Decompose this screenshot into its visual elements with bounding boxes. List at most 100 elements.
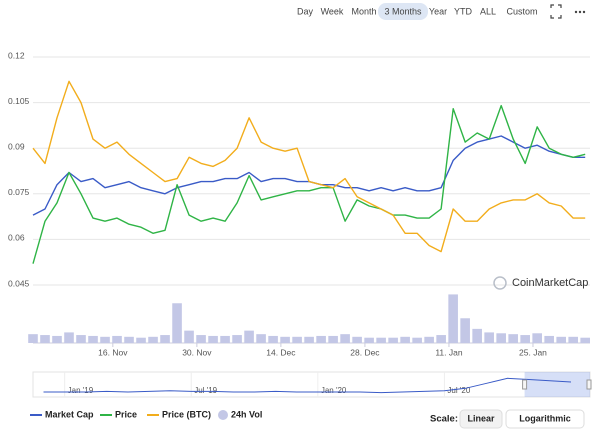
navigator-handle[interactable] [586, 379, 592, 390]
y-tick-label: 0.075 [8, 187, 30, 197]
volume-bar [148, 336, 158, 343]
volume-bar [40, 335, 50, 343]
y-tick-label: 0.12 [8, 50, 25, 60]
x-tick-label: 25. Jan [519, 347, 547, 357]
volume-bar [484, 332, 494, 343]
volume-bar [388, 337, 398, 343]
volume-bar [244, 330, 254, 343]
scale-button [505, 409, 585, 429]
y-tick-label: 0.09 [8, 141, 25, 151]
volume-bar [208, 335, 218, 343]
fullscreen-icon[interactable] [550, 4, 562, 19]
more-dot[interactable] [574, 10, 578, 14]
volume-bar [400, 336, 410, 343]
volume-bar [280, 336, 290, 343]
y-tick-label: 0.06 [8, 233, 25, 243]
more-dot[interactable] [582, 10, 586, 14]
range-button[interactable]: Year [429, 6, 447, 16]
volume-bar [268, 335, 278, 343]
volume-bar [316, 335, 326, 343]
legend-symbol [218, 410, 228, 420]
volume-bar [64, 332, 74, 343]
navigator-label: Jul '19 [194, 386, 217, 395]
volume-bar [520, 335, 530, 343]
volume-bar [460, 318, 470, 343]
volume-bar [172, 303, 182, 343]
x-tick-label: 16. Nov [98, 347, 128, 357]
more-dot[interactable] [578, 10, 582, 14]
volume-bar [184, 330, 194, 343]
legend-label: Price [115, 409, 137, 419]
x-tick-label: 11. Jan [435, 347, 463, 357]
navigator-label: Jan '19 [68, 386, 94, 395]
volume-bar [532, 333, 542, 343]
volume-bar [424, 336, 434, 343]
volume-bar [448, 294, 458, 343]
volume-bar [52, 335, 62, 343]
legend-item[interactable]: 24h Vol [218, 409, 262, 420]
volume-bar [436, 335, 446, 343]
legend-item[interactable]: Price [100, 409, 137, 419]
range-button[interactable]: Day [297, 6, 314, 16]
y-tick-label: 0.045 [8, 278, 30, 288]
volume-bar [304, 336, 314, 343]
volume-bar [196, 335, 206, 343]
volume-bar [160, 335, 170, 343]
navigator-frame [32, 371, 591, 398]
legend-label: 24h Vol [231, 409, 262, 419]
legend-label: Market Cap [45, 409, 94, 419]
navigator-line [43, 377, 572, 394]
scale-option-label: Linear [467, 413, 495, 423]
volume-bar [136, 337, 146, 343]
series-line [32, 80, 586, 253]
legend-item[interactable]: Market Cap [30, 409, 94, 419]
watermark: CoinMarketCap [512, 277, 588, 289]
volume-bar [364, 337, 374, 343]
range-button[interactable]: Week [321, 6, 344, 16]
series-line [32, 104, 586, 264]
legend-item[interactable]: Price (BTC) [147, 409, 211, 419]
volume-bar [496, 333, 506, 343]
volume-bar [352, 336, 362, 343]
volume-bar [556, 336, 566, 343]
navigator-label: Jul '20 [447, 386, 470, 395]
scale-option-label: Logarithmic [519, 413, 571, 423]
volume-bar [124, 336, 134, 343]
volume-bar [544, 335, 554, 343]
x-tick-label: 14. Dec [266, 347, 296, 357]
volume-bar [508, 334, 518, 343]
range-button[interactable]: 3 Months [384, 6, 422, 16]
scale-option[interactable]: Linear [459, 409, 503, 429]
range-button[interactable]: Month [351, 6, 376, 16]
volume-bar [76, 335, 86, 343]
legend-label: Price (BTC) [162, 409, 211, 419]
navigator-handle[interactable] [522, 379, 528, 390]
navigator-label: Jan '20 [321, 386, 347, 395]
volume-bar [112, 335, 122, 343]
volume-bar [472, 328, 482, 343]
volume-bar [340, 334, 350, 343]
scale-label: Scale: [430, 414, 458, 425]
x-tick-label: 30. Nov [182, 347, 212, 357]
scale-option[interactable]: Logarithmic [505, 409, 585, 429]
volume-bar [100, 336, 110, 343]
range-button[interactable]: ALL [480, 6, 496, 16]
volume-bar [88, 335, 98, 343]
volume-bar [220, 335, 230, 343]
volume-bar [568, 336, 578, 343]
range-button[interactable]: YTD [454, 6, 473, 16]
range-button[interactable]: Custom [506, 6, 537, 16]
volume-bar [232, 335, 242, 343]
scale-button [459, 409, 503, 429]
x-tick-label: 28. Dec [350, 347, 380, 357]
watermark-logo [493, 276, 507, 290]
volume-bar [376, 337, 386, 343]
range-selected-bg [378, 3, 428, 20]
volume-bar [256, 334, 266, 343]
navigator-selection[interactable] [524, 372, 590, 397]
volume-bar [580, 337, 590, 343]
volume-bar [328, 335, 338, 343]
volume-bar [412, 337, 422, 343]
